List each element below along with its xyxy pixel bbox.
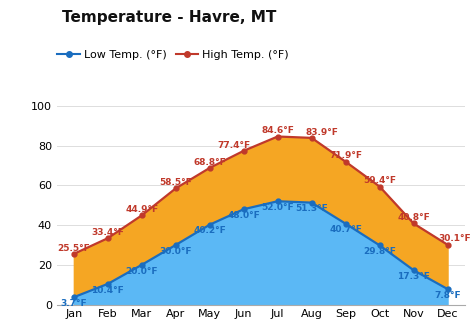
Text: 84.6°F: 84.6°F (261, 126, 294, 135)
Text: 30.1°F: 30.1°F (438, 234, 471, 244)
Text: 51.3°F: 51.3°F (295, 205, 328, 213)
Legend: Low Temp. (°F), High Temp. (°F): Low Temp. (°F), High Temp. (°F) (53, 45, 293, 64)
Text: 25.5°F: 25.5°F (57, 244, 90, 253)
Text: 7.8°F: 7.8°F (434, 291, 461, 300)
Text: 52.0°F: 52.0°F (261, 203, 294, 212)
Text: 77.4°F: 77.4°F (217, 141, 250, 150)
Text: 30.0°F: 30.0°F (160, 247, 192, 256)
Text: 83.9°F: 83.9°F (305, 128, 338, 137)
Text: 59.4°F: 59.4°F (363, 176, 396, 185)
Text: 44.9°F: 44.9°F (125, 205, 158, 214)
Text: 10.4°F: 10.4°F (91, 286, 124, 295)
Text: 40.7°F: 40.7°F (329, 225, 362, 234)
Text: 58.5°F: 58.5°F (159, 178, 192, 187)
Text: 40.8°F: 40.8°F (397, 213, 430, 222)
Text: 40.2°F: 40.2°F (193, 226, 226, 235)
Text: 48.0°F: 48.0°F (228, 211, 260, 220)
Text: 3.7°F: 3.7°F (61, 299, 87, 308)
Text: 20.0°F: 20.0°F (126, 266, 158, 276)
Text: 68.8°F: 68.8°F (193, 158, 226, 166)
Text: 71.9°F: 71.9°F (329, 152, 362, 161)
Text: 17.3°F: 17.3°F (397, 272, 430, 281)
Text: 29.8°F: 29.8°F (363, 247, 396, 256)
Text: Temperature - Havre, MT: Temperature - Havre, MT (62, 10, 276, 25)
Text: 33.4°F: 33.4°F (91, 228, 124, 237)
